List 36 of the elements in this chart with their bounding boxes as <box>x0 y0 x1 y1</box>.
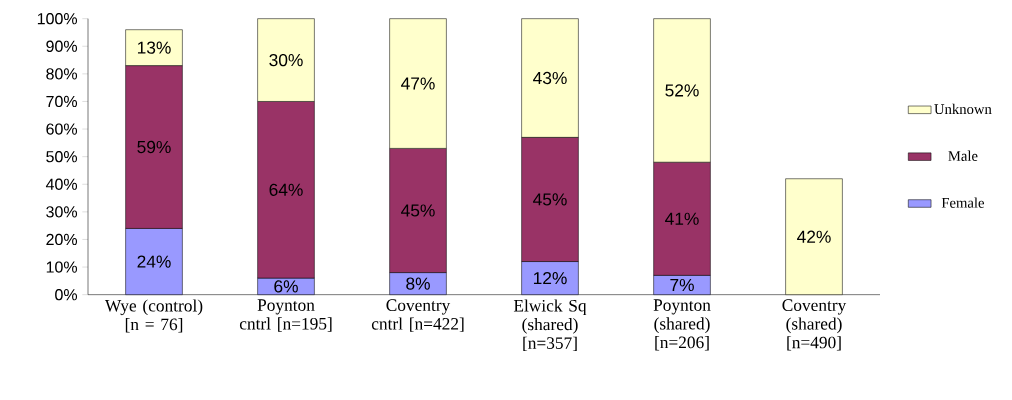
y-tick-label: 30% <box>46 206 78 218</box>
y-tick-label: 60% <box>46 123 78 135</box>
x-tick-label: Wye (control) [n = 76] <box>104 299 203 333</box>
data-label: 52% <box>665 84 699 97</box>
data-label: 45% <box>401 204 435 217</box>
data-label: 13% <box>137 41 171 54</box>
data-label: 12% <box>533 272 567 285</box>
y-tick-label: 0% <box>55 289 78 301</box>
data-label: 41% <box>665 212 699 225</box>
x-tick-label: Poynton cntrl [n=195] <box>239 299 332 332</box>
x-tick-label: Poynton (shared) [n=206] <box>653 299 711 351</box>
legend-label: Female <box>941 197 984 208</box>
y-tick-label: 90% <box>46 40 78 52</box>
y-tick-label: 100% <box>37 13 78 25</box>
data-label: 30% <box>269 53 303 67</box>
x-tick-label: Coventry cntrl [n=422] <box>371 299 464 332</box>
x-tick-label: Coventry (shared) [n=490] <box>782 299 847 351</box>
data-label: 6% <box>274 280 298 293</box>
y-tick-label: 80% <box>46 68 78 80</box>
data-label: 42% <box>797 230 831 243</box>
y-tick-label: 20% <box>46 233 78 246</box>
data-label: 24% <box>137 255 171 268</box>
data-label: 64% <box>269 183 303 196</box>
y-tick-label: 50% <box>46 151 78 163</box>
data-label: 45% <box>533 193 567 206</box>
legend-label: Male <box>948 150 978 161</box>
data-label: 59% <box>137 140 171 154</box>
data-label: 43% <box>533 71 567 85</box>
x-tick-label: Elwick Sq (shared) [n=357] <box>513 299 587 352</box>
data-label: 7% <box>670 278 694 292</box>
y-tick-label: 10% <box>46 261 78 273</box>
data-label: 8% <box>406 277 430 290</box>
y-tick-label: 70% <box>46 95 78 108</box>
data-label: 47% <box>401 77 435 90</box>
y-tick-label: 40% <box>45 178 78 190</box>
legend-label: Unknown <box>934 103 992 115</box>
